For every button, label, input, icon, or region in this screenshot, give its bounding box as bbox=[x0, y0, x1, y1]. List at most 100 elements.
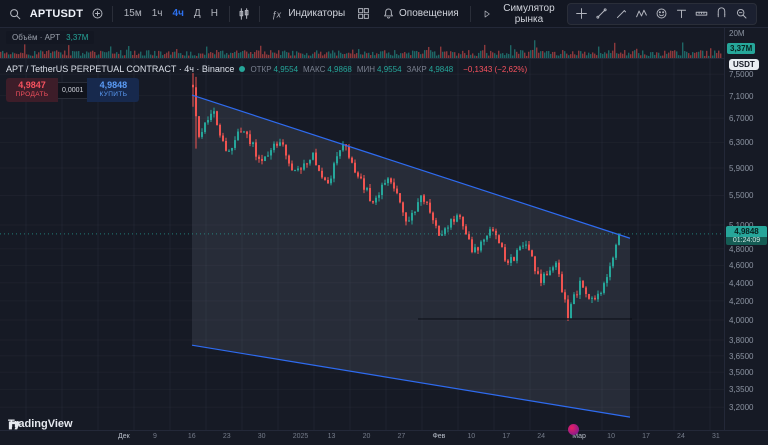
price-tick: 5,1000 bbox=[729, 221, 753, 230]
alerts-label: Оповещения bbox=[399, 8, 459, 19]
time-axis[interactable]: Дек 9 16 23 30 2025 13 20 27 Фев 10 17 24 Мар 10 17 24 31 bbox=[0, 430, 768, 445]
market-status-icon bbox=[239, 66, 246, 72]
price-tick: 3,3500 bbox=[729, 385, 754, 395]
price-tick: 6,3000 bbox=[729, 138, 754, 148]
trendline-tool-icon[interactable] bbox=[594, 6, 610, 22]
replay-button[interactable]: Симулятор рынка bbox=[478, 1, 567, 27]
ohlc-label: ОТКР bbox=[250, 64, 272, 74]
time-label: 10 bbox=[607, 433, 615, 440]
tradingview-logo-text: TradingView bbox=[8, 418, 73, 430]
tradingview-logo[interactable]: TradingView bbox=[8, 418, 73, 430]
interval-button-1ч[interactable]: 1ч bbox=[151, 8, 163, 19]
interval-button-4ч[interactable]: 4ч bbox=[172, 8, 184, 19]
text-tool-icon[interactable] bbox=[674, 6, 690, 22]
time-label: 16 bbox=[187, 433, 196, 440]
volume-value: 3,37M bbox=[66, 33, 89, 42]
toolbar-separator bbox=[258, 5, 260, 22]
chart-area: Объём · APT 3,37M APT / TetherUS PERPETU… bbox=[0, 28, 724, 435]
interval-button-15м[interactable]: 15м bbox=[123, 8, 142, 19]
price-tick: 3,2000 bbox=[729, 403, 754, 413]
ohlc-label: МАКС bbox=[303, 64, 326, 74]
time-label: Фев bbox=[432, 433, 446, 440]
spread-value: 0,0001 bbox=[58, 81, 88, 99]
replay-label: Симулятор рынка bbox=[503, 2, 555, 25]
sell-label: ПРОДАТЬ bbox=[15, 91, 49, 99]
price-tick: 3,8000 bbox=[729, 336, 754, 346]
chart-canvas[interactable] bbox=[0, 28, 724, 430]
ohlc-value: 4,9868 bbox=[327, 64, 352, 74]
ohlc-values: ОТКР 4,9554 МАКС 4,9868 МИН 4,9554 ЗАКР 4,9848 bbox=[250, 65, 458, 74]
currency-badge[interactable]: USDT bbox=[729, 59, 759, 70]
price-tick: 4,6000 bbox=[729, 261, 754, 271]
time-label: Мар bbox=[572, 433, 586, 440]
toolbar-separator bbox=[228, 5, 230, 22]
ohlc-value: 4,9848 bbox=[428, 64, 454, 74]
time-label: 30 bbox=[257, 433, 266, 440]
candle-countdown: 01:24:09 bbox=[726, 236, 767, 245]
toolbar-separator bbox=[469, 5, 471, 22]
price-change: −0,1343 (−2,62%) bbox=[463, 64, 528, 74]
indicators-button[interactable]: ƒx Индикаторы bbox=[266, 5, 349, 23]
time-label: 2025 bbox=[292, 433, 309, 440]
time-label: 17 bbox=[642, 433, 650, 440]
svg-text:ƒx: ƒx bbox=[272, 9, 282, 19]
ohlc-value: 4,9554 bbox=[377, 64, 402, 74]
ruler-tool-icon[interactable] bbox=[694, 6, 710, 22]
price-axis[interactable]: 20M 3,37M USDT 4,9848 01:24:09 7,5000 7,1… bbox=[724, 28, 768, 430]
sell-button[interactable]: 4,9847 ПРОДАТЬ bbox=[6, 78, 58, 103]
price-tick: 7,5000 bbox=[729, 70, 754, 80]
legend-title[interactable]: APT / TetherUS PERPETUAL CONTRACT · 4ч ·… bbox=[6, 64, 235, 74]
pattern-tool-icon[interactable] bbox=[634, 6, 650, 22]
time-label: Дек bbox=[118, 433, 130, 440]
symbol-search-icon[interactable] bbox=[8, 5, 23, 23]
add-symbol-icon[interactable] bbox=[90, 5, 105, 23]
interval-button-Д[interactable]: Д bbox=[193, 8, 201, 19]
magnet-tool-icon[interactable] bbox=[714, 6, 730, 22]
volume-legend[interactable]: Объём · APT 3,37M bbox=[6, 31, 95, 44]
time-label: 20 bbox=[362, 433, 371, 440]
chart-legend: APT / TetherUS PERPETUAL CONTRACT · 4ч ·… bbox=[6, 64, 527, 74]
volume-badge: 3,37M bbox=[727, 43, 756, 54]
time-label: 10 bbox=[467, 433, 476, 440]
drawing-tools-group bbox=[566, 2, 757, 25]
volume-axis-label: 20M bbox=[729, 29, 745, 38]
sell-price: 4,9847 bbox=[18, 80, 46, 90]
price-tick: 4,8000 bbox=[729, 244, 754, 254]
volume-label: Объём · APT bbox=[12, 33, 61, 42]
alerts-button[interactable]: Оповещения bbox=[378, 5, 463, 22]
layout-grid-icon[interactable] bbox=[356, 5, 371, 23]
crosshair-tool-icon[interactable] bbox=[574, 6, 590, 22]
time-label: 13 bbox=[327, 433, 336, 440]
time-label: 9 bbox=[152, 433, 157, 440]
symbol-name[interactable]: APTUSDT bbox=[29, 7, 84, 20]
buy-button[interactable]: 4,9848 КУПИТЬ bbox=[87, 78, 140, 103]
price-tick: 4,4000 bbox=[729, 278, 754, 288]
top-toolbar: APTUSDT 15м 1ч 4ч Д Н ƒx Индикаторы Оповещен… bbox=[0, 0, 768, 28]
price-tick: 4,2000 bbox=[729, 296, 754, 306]
brush-tool-icon[interactable] bbox=[614, 6, 630, 22]
time-label: 24 bbox=[537, 433, 546, 440]
time-label: 23 bbox=[222, 433, 231, 440]
price-tick: 5,9000 bbox=[729, 164, 754, 174]
price-tick: 7,1000 bbox=[729, 91, 754, 101]
chart-type-icon[interactable] bbox=[237, 5, 252, 23]
time-label: 27 bbox=[397, 433, 406, 440]
event-marker-icon[interactable] bbox=[568, 424, 579, 435]
time-label: 17 bbox=[502, 433, 511, 440]
price-tick: 6,7000 bbox=[729, 114, 754, 124]
zoom-tool-icon[interactable] bbox=[734, 6, 750, 22]
buy-label: КУПИТЬ bbox=[99, 91, 128, 99]
interval-button-Н[interactable]: Н bbox=[210, 8, 218, 19]
emoji-tool-icon[interactable] bbox=[654, 6, 670, 22]
price-tick: 3,6500 bbox=[729, 351, 754, 361]
buy-price: 4,9848 bbox=[99, 80, 128, 90]
price-tick: 3,5000 bbox=[729, 368, 754, 378]
price-tick: 5,5000 bbox=[729, 191, 754, 201]
indicators-label: Индикаторы bbox=[288, 8, 346, 19]
last-price-badge: 4,9848 01:24:09 bbox=[726, 225, 767, 245]
toolbar-separator bbox=[111, 5, 113, 22]
time-label: 31 bbox=[712, 433, 720, 440]
ohlc-label: МИН bbox=[356, 64, 376, 74]
trade-panel: 4,9847 ПРОДАТЬ 0,0001 4,9848 КУПИТЬ bbox=[6, 78, 140, 103]
